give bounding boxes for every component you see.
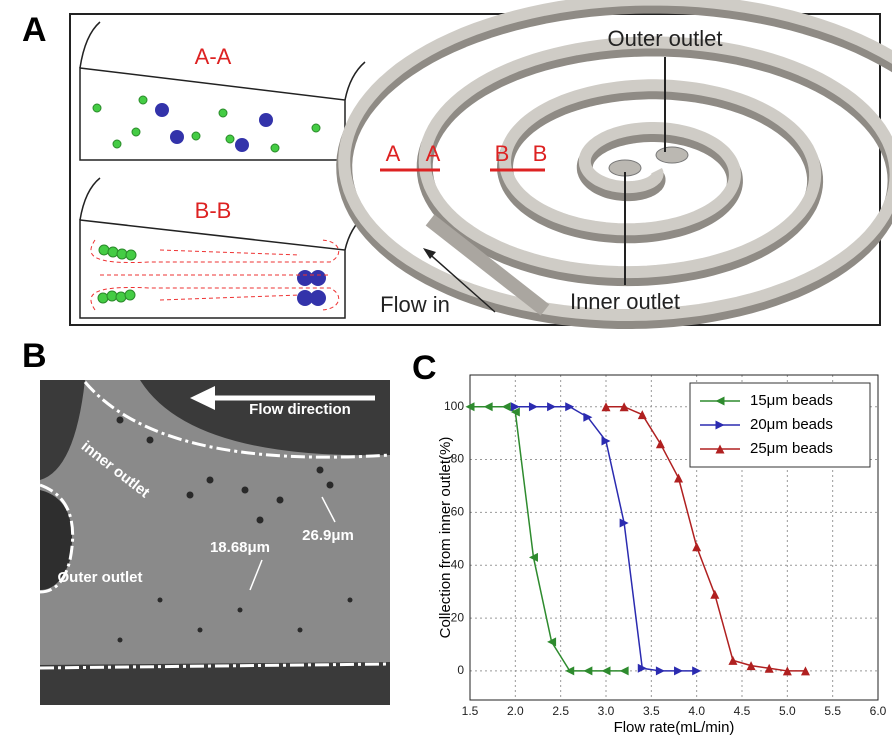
- marker: [565, 666, 575, 676]
- panel-label: A: [22, 11, 47, 49]
- wall-outline: [39, 381, 391, 670]
- marker: [528, 402, 538, 412]
- callout: Flow in: [380, 292, 450, 317]
- leader: [321, 496, 336, 523]
- marker: [547, 402, 557, 412]
- channel: [40, 380, 390, 665]
- marker: [655, 439, 665, 449]
- y-tick-label: 0: [457, 663, 464, 677]
- leader: [249, 559, 263, 591]
- marker: [619, 402, 629, 412]
- cut-label: B: [495, 141, 510, 166]
- marker: [710, 589, 720, 599]
- marker: [782, 666, 792, 676]
- marker: [510, 407, 520, 417]
- series-line: [606, 405, 806, 672]
- channel-top: [338, 0, 892, 321]
- beads: [90, 95, 340, 311]
- channel-wall: [40, 490, 72, 590]
- x-tick-label: 5.5: [824, 704, 841, 718]
- callout: Outer outlet: [608, 26, 723, 51]
- cut-label: A: [426, 141, 441, 166]
- marker: [764, 663, 774, 673]
- marker: [583, 412, 593, 422]
- panel-label: C: [412, 349, 437, 387]
- plot-frame: [469, 374, 879, 701]
- marker: [746, 661, 756, 671]
- y-tick-label: 40: [451, 557, 465, 571]
- section-title: B-B: [195, 198, 232, 223]
- marker: [601, 402, 611, 412]
- y-axis-label: Collection from inner outlet(%): [437, 437, 454, 639]
- annotation: 18.68μm: [210, 539, 270, 556]
- x-tick-label: 6.0: [870, 704, 887, 718]
- marker: [674, 473, 684, 483]
- marker: [692, 542, 702, 552]
- legend-label: 25μm beads: [750, 440, 833, 457]
- legend-marker: [715, 420, 725, 430]
- x-tick-label: 5.0: [779, 704, 796, 718]
- channel-tail: [425, 214, 550, 316]
- x-tick-label: 1.5: [462, 704, 479, 718]
- x-tick-label: 3.0: [598, 704, 615, 718]
- x-axis-label: Flow rate(mL/min): [614, 719, 735, 736]
- cut-label: B: [533, 141, 548, 166]
- flow-arrow: [424, 249, 496, 313]
- legend-marker: [715, 444, 725, 454]
- marker: [728, 655, 738, 665]
- marker: [528, 552, 538, 562]
- marker: [619, 518, 629, 528]
- marker: [565, 402, 575, 412]
- spiral-channel: [336, 0, 892, 329]
- x-tick-label: 2.5: [552, 704, 569, 718]
- section-title: A-A: [195, 44, 232, 69]
- panel-label: B: [22, 337, 47, 375]
- annotation: 26.9μm: [302, 527, 354, 544]
- x-tick-label: 4.0: [688, 704, 705, 718]
- y-tick-label: 60: [451, 505, 465, 519]
- marker: [619, 666, 629, 676]
- marker: [800, 666, 810, 676]
- marker: [674, 666, 684, 676]
- series-line: [470, 405, 625, 672]
- outlet: [655, 146, 689, 164]
- marker: [601, 436, 611, 446]
- marker: [637, 410, 647, 420]
- chart: 0 20 40 60 80 100 1.5 2.0 2.5 3.0 3.5 4.0 4.5 5.0 5.5 6…: [437, 374, 887, 736]
- arrow-head: [190, 386, 215, 410]
- y-tick-label: 20: [451, 610, 465, 624]
- x-tick-label: 3.5: [643, 704, 660, 718]
- beads: [116, 416, 353, 643]
- marker: [510, 402, 520, 412]
- annotation: Outer outlet: [58, 569, 143, 586]
- x-tick-label: 2.0: [507, 704, 524, 718]
- annotation: Flow direction: [249, 401, 351, 418]
- cut-label: A: [386, 141, 401, 166]
- arrow-head: [423, 248, 436, 259]
- marker: [655, 666, 665, 676]
- marker: [483, 402, 493, 412]
- x-tick-label: 4.5: [734, 704, 751, 718]
- marker: [692, 666, 702, 676]
- y-tick-label: 100: [444, 399, 464, 413]
- marker: [465, 402, 475, 412]
- marker: [547, 637, 557, 647]
- legend-marker: [715, 396, 725, 406]
- legend-label: 20μm beads: [750, 416, 833, 433]
- y-tick-label: 80: [451, 452, 465, 466]
- callout: Inner outlet: [570, 289, 680, 314]
- marker: [601, 666, 611, 676]
- marker: [583, 666, 593, 676]
- legend-label: 15μm beads: [750, 392, 833, 409]
- marker: [501, 402, 511, 412]
- marker: [637, 663, 647, 673]
